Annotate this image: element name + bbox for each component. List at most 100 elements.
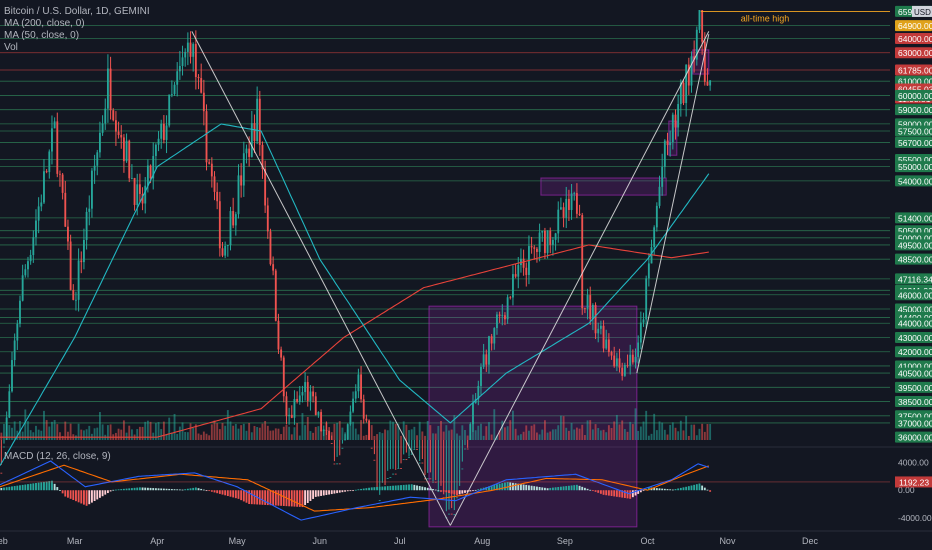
candle: [218, 191, 221, 257]
candle-body: [88, 208, 91, 212]
volume-bar: [157, 422, 160, 440]
candle: [309, 385, 312, 411]
volume-bar: [48, 426, 51, 440]
volume-bar: [517, 435, 520, 440]
volume-bar: [288, 426, 291, 440]
volume-bar: [170, 432, 173, 440]
candle-body: [136, 184, 139, 205]
candle: [669, 130, 672, 157]
volume-bar: [453, 415, 456, 440]
candle: [210, 157, 213, 188]
candle: [629, 344, 632, 375]
macd-histogram-bar: [397, 485, 400, 491]
volume-bar: [695, 435, 698, 440]
candle: [85, 207, 88, 250]
volume-bar: [370, 425, 373, 440]
candle: [317, 411, 320, 418]
volume-bar: [256, 427, 259, 440]
macd-histogram-bar: [312, 490, 315, 499]
candle-body: [213, 176, 216, 192]
macd-histogram-bar: [426, 487, 429, 491]
volume-bar: [35, 425, 37, 440]
candle-body: [549, 230, 552, 245]
volume-bar: [234, 423, 237, 440]
candle: [338, 440, 341, 465]
candle: [677, 94, 680, 137]
volume-bar: [43, 410, 45, 440]
x-tick-label: Apr: [150, 536, 164, 546]
volume-bar: [117, 428, 120, 440]
macd-histogram-bar: [83, 490, 85, 505]
volume-bar: [128, 425, 131, 440]
volume-bar: [480, 423, 482, 440]
candle: [234, 211, 237, 236]
candle-body: [298, 395, 301, 402]
candle: [24, 264, 27, 278]
macd-histogram-bar: [538, 486, 541, 491]
candle: [360, 366, 362, 403]
macd-histogram-bar: [197, 488, 200, 491]
candle: [554, 232, 557, 251]
volume-bar: [424, 435, 426, 440]
macd-histogram-bar: [586, 488, 589, 491]
price-label-bg: [895, 125, 932, 137]
candle: [122, 134, 125, 173]
price-label-bg: [895, 212, 932, 224]
candle-body: [538, 232, 541, 252]
macd-histogram-bar: [242, 490, 245, 502]
volume-bar: [27, 421, 29, 440]
macd-histogram-bar: [421, 486, 424, 491]
macd-histogram-bar: [314, 490, 317, 497]
x-tick-label: Feb: [0, 536, 8, 546]
volume-bar: [226, 410, 229, 440]
macd-histogram-bar: [469, 490, 472, 492]
candle: [418, 440, 421, 464]
macd-histogram-bar: [157, 488, 160, 491]
volume-bar: [162, 421, 165, 440]
macd-histogram-bar: [237, 490, 240, 499]
macd-histogram-bar: [154, 488, 157, 491]
volume-bar: [266, 425, 269, 440]
volume-bar: [125, 432, 128, 440]
candle-body: [362, 399, 365, 419]
price-label-bg: [895, 64, 932, 76]
x-tick-label: Jun: [313, 536, 328, 546]
candle-body: [45, 171, 48, 173]
candle-body: [480, 366, 482, 386]
macd-histogram-bar: [51, 480, 53, 491]
candle: [67, 219, 69, 250]
volume-bar: [663, 429, 666, 440]
candle-body: [269, 231, 272, 265]
volume-bar: [599, 430, 602, 440]
macd-histogram-bar: [114, 489, 117, 491]
price-label-bg: [895, 367, 932, 379]
volume-bar: [498, 430, 501, 440]
macd-histogram-bar: [43, 481, 45, 491]
candle-body: [51, 128, 53, 152]
macd-histogram-bar: [64, 490, 67, 497]
candle: [298, 386, 301, 405]
candle-body: [661, 166, 664, 187]
candle: [687, 57, 690, 95]
macd-histogram-bar: [480, 488, 482, 491]
candle-body: [328, 430, 331, 440]
candle-body: [240, 175, 243, 186]
candle-body: [128, 140, 131, 179]
candle: [589, 286, 592, 325]
macd-histogram-bar: [615, 490, 618, 497]
candle-body: [647, 263, 650, 279]
volume-bar: [578, 428, 581, 440]
candle: [253, 114, 256, 154]
candle-body: [90, 170, 93, 209]
macd-histogram-bar: [685, 486, 688, 491]
candle: [448, 440, 450, 515]
volume-bar: [101, 424, 104, 440]
macd-histogram-bar: [386, 486, 389, 491]
macd-histogram-bar: [453, 490, 456, 495]
volume-bar: [597, 428, 600, 440]
macd-histogram-bar: [543, 487, 546, 491]
candle: [192, 42, 195, 72]
candle: [312, 385, 315, 403]
candle: [525, 262, 528, 287]
